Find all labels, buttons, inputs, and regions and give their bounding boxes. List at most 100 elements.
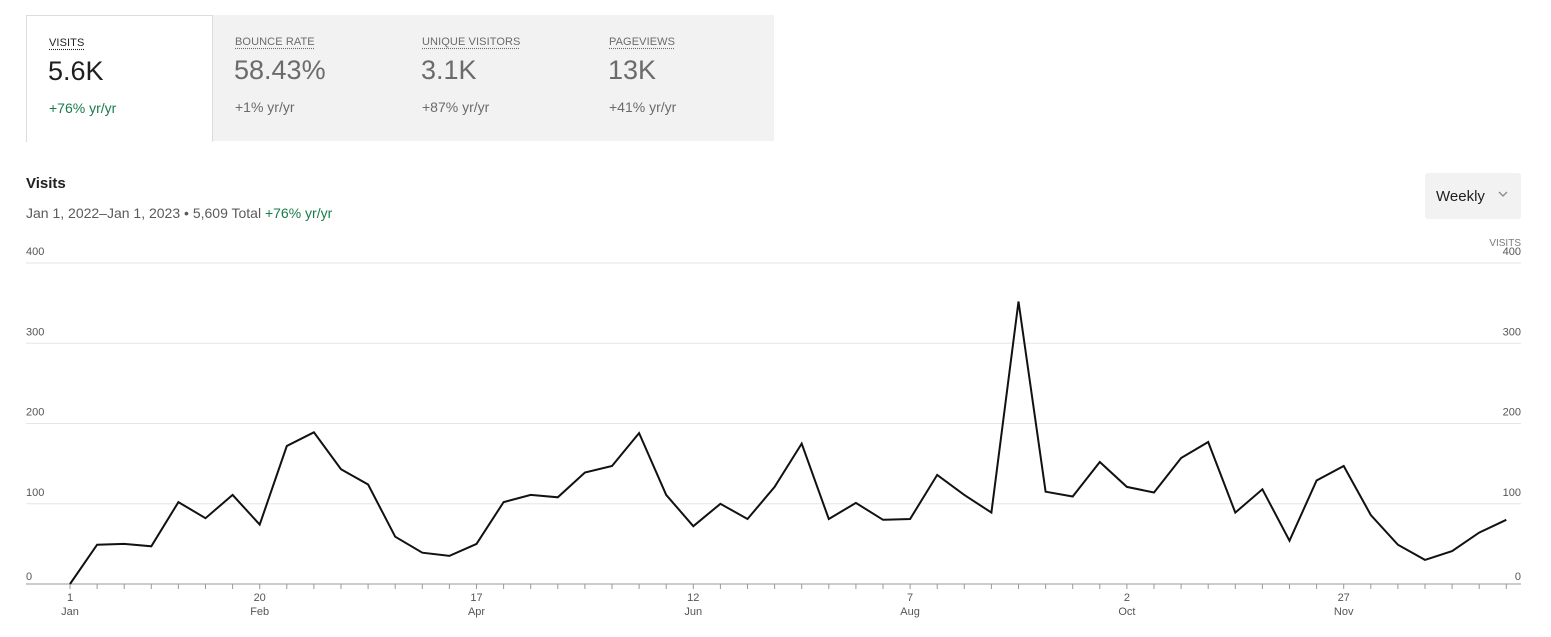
chevron-down-icon: [1498, 191, 1508, 197]
data-point: [582, 470, 587, 475]
metric-label: BOUNCE RATE: [235, 36, 315, 48]
metric-tab-pageviews[interactable]: PAGEVIEWS 13K +41% yr/yr: [587, 15, 774, 141]
separator: •: [180, 205, 193, 221]
metric-value: 5.6K: [48, 56, 104, 86]
x-tick-label-month: Nov: [1334, 606, 1354, 618]
x-tick-label-day: 12: [687, 592, 699, 604]
metric-change: +76% yr/yr: [49, 100, 117, 116]
y-tick-label: 200: [26, 407, 44, 419]
data-point: [826, 516, 831, 521]
x-tick-label-month: Oct: [1118, 606, 1135, 618]
y-tick-label: 300: [26, 326, 44, 338]
data-point: [1314, 478, 1319, 483]
data-point: [962, 492, 967, 497]
data-point: [1206, 439, 1211, 444]
metric-change: +87% yr/yr: [422, 99, 490, 115]
data-point: [718, 501, 723, 506]
y-tick-label: 300: [1503, 326, 1521, 338]
y-tick-label: 400: [26, 246, 44, 258]
x-tick-label-day: 27: [1338, 592, 1350, 604]
data-point: [122, 541, 127, 546]
data-point: [366, 482, 371, 487]
data-point: [664, 492, 669, 497]
data-point: [555, 495, 560, 500]
data-point: [420, 550, 425, 555]
data-point: [908, 516, 913, 521]
metric-label: VISITS: [49, 37, 85, 49]
period-select[interactable]: Weekly: [1425, 173, 1521, 219]
data-point: [1016, 299, 1021, 304]
y-axis-right: VISITS 0 100 200 300 400: [1489, 238, 1521, 583]
period-select-value: Weekly: [1436, 187, 1485, 205]
x-tick-label-month: Jan: [61, 606, 79, 618]
data-point: [203, 516, 208, 521]
data-point: [935, 472, 940, 477]
data-point: [1287, 538, 1292, 543]
metric-value: 58.43%: [234, 55, 326, 85]
x-tick-label-month: Jun: [684, 606, 702, 618]
data-point: [1233, 510, 1238, 515]
x-tick-label-day: 17: [470, 592, 482, 604]
data-point: [637, 431, 642, 436]
metric-tab-unique-visitors[interactable]: UNIQUE VISITORS 3.1K +87% yr/yr: [400, 15, 587, 141]
data-point: [691, 524, 696, 529]
x-tick-label-day: 2: [1124, 592, 1130, 604]
data-point: [528, 492, 533, 497]
metric-label: PAGEVIEWS: [609, 36, 676, 48]
y-tick-label: 0: [26, 571, 32, 583]
data-point: [474, 541, 479, 546]
data-point: [1097, 460, 1102, 465]
yoy-change: +76% yr/yr: [264, 205, 333, 221]
data-point: [610, 464, 615, 469]
data-point: [1368, 512, 1373, 517]
total-visits: 5,609 Total: [192, 205, 262, 221]
y-tick-label: 400: [1503, 246, 1521, 258]
data-point: [95, 542, 100, 547]
data-point: [68, 582, 73, 587]
data-point: [311, 430, 316, 435]
metric-tabs: VISITS 5.6K +76% yr/yr BOUNCE RATE 58.43…: [26, 15, 774, 142]
data-point: [447, 553, 452, 558]
series: [68, 299, 1509, 587]
data-point: [339, 467, 344, 472]
metric-value: 13K: [608, 55, 657, 85]
chart-title: Visits: [26, 175, 66, 192]
data-point: [1179, 456, 1184, 461]
data-point: [393, 534, 398, 539]
data-point: [989, 510, 994, 515]
data-point: [257, 522, 262, 527]
data-point: [1477, 530, 1482, 535]
date-range: Jan 1, 2022–Jan 1, 2023: [26, 205, 181, 221]
data-point: [1504, 517, 1509, 522]
data-point: [799, 441, 804, 446]
data-point: [881, 517, 886, 522]
data-point: [1260, 487, 1265, 492]
metric-value: 3.1K: [421, 55, 477, 85]
metric-change: +41% yr/yr: [609, 99, 677, 115]
data-point: [853, 500, 858, 505]
data-point: [1423, 557, 1428, 562]
y-tick-label: 200: [1503, 407, 1521, 419]
grid-lines: [26, 262, 1521, 505]
data-point: [1043, 489, 1048, 494]
metric-tab-bounce-rate[interactable]: BOUNCE RATE 58.43% +1% yr/yr: [213, 15, 400, 141]
data-point: [501, 500, 506, 505]
y-tick-label: 100: [26, 487, 44, 499]
data-point: [1395, 542, 1400, 547]
x-tick-label-day: 7: [907, 592, 913, 604]
chart-subtitle: Jan 1, 2022–Jan 1, 2023 • 5,609 Total +7…: [26, 205, 332, 221]
metric-label: UNIQUE VISITORS: [422, 36, 521, 48]
data-point: [1450, 549, 1455, 554]
data-point: [745, 516, 750, 521]
x-tick-label-day: 20: [254, 592, 266, 604]
y-tick-label: 100: [1503, 487, 1521, 499]
data-point: [176, 500, 181, 505]
metric-tab-visits[interactable]: VISITS 5.6K +76% yr/yr: [26, 15, 213, 142]
data-point: [284, 443, 289, 448]
x-tick-label-day: 1: [67, 592, 73, 604]
data-point: [230, 492, 235, 497]
x-axis: 1 Jan 20 Feb 17 Apr 12 Jun 7 Aug 2 Oct 27 Nov: [26, 583, 1521, 618]
metric-change: +1% yr/yr: [235, 99, 295, 115]
data-point: [1152, 490, 1157, 495]
